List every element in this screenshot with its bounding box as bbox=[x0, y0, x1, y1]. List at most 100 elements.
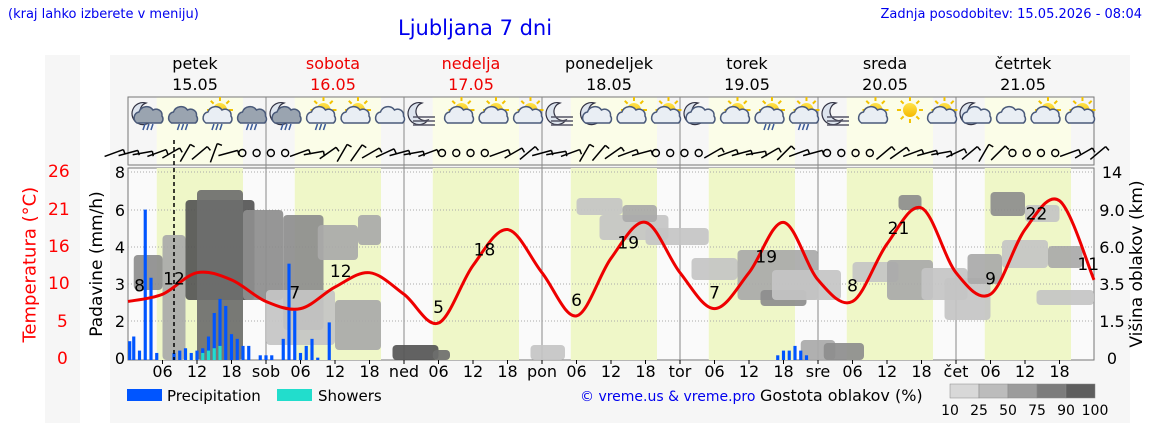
sun-cloud-icon bbox=[512, 97, 544, 124]
temp-tick-0: 0 bbox=[57, 349, 68, 369]
cloud-block bbox=[243, 210, 284, 300]
sun-ray bbox=[915, 100, 920, 105]
precip-bar bbox=[293, 310, 297, 360]
wind-feather bbox=[589, 143, 595, 148]
precip-bar bbox=[172, 352, 176, 360]
sun-ray bbox=[727, 100, 732, 105]
day-date-5: 19.05 bbox=[724, 75, 770, 94]
calm-wind-icon bbox=[665, 148, 675, 158]
daylight-band bbox=[570, 168, 657, 360]
wind-feather bbox=[550, 150, 554, 156]
wind-feather bbox=[361, 144, 367, 149]
cloud-shape bbox=[133, 106, 164, 124]
temp-label: 9 bbox=[985, 269, 996, 289]
location-menu-note[interactable]: (kraj lahko izberete v meniju) bbox=[8, 7, 199, 22]
x-tick-label: 18 bbox=[221, 362, 241, 381]
temp-label: 11 bbox=[1077, 255, 1099, 275]
wind-barb-icon bbox=[519, 145, 540, 161]
sun-ray bbox=[225, 100, 230, 105]
cloud-shape bbox=[719, 106, 751, 124]
wind-shaft bbox=[776, 145, 792, 161]
icon-strip-frame bbox=[127, 96, 1095, 166]
sun-ray bbox=[915, 115, 920, 120]
day-date-4: 18.05 bbox=[586, 75, 632, 94]
rain-drop bbox=[146, 123, 150, 131]
precip-bar bbox=[270, 355, 274, 360]
wind-shaft bbox=[336, 143, 348, 163]
sun-ray bbox=[1053, 100, 1058, 105]
moon-cloud-rain-icon bbox=[269, 102, 302, 131]
cloud-height-tick: 1.5 bbox=[1099, 312, 1124, 331]
cloud-shape bbox=[271, 106, 302, 124]
rain-drop bbox=[322, 123, 327, 131]
wind-shaft bbox=[289, 148, 310, 158]
sun-ray bbox=[348, 100, 353, 105]
wind-feather bbox=[1004, 145, 1010, 150]
sun-cloud-icon bbox=[340, 97, 371, 124]
x-tick-label: 06 bbox=[152, 362, 172, 381]
sun-ray bbox=[762, 100, 767, 105]
wind-shaft bbox=[745, 150, 766, 156]
temperature-axis-panel bbox=[45, 55, 80, 423]
sun-ray bbox=[210, 100, 215, 105]
wind-feather bbox=[521, 147, 526, 153]
rain-drop bbox=[249, 123, 254, 131]
cloud-block bbox=[266, 290, 335, 345]
x-tick-label: 06 bbox=[428, 362, 448, 381]
x-tick-label: 12 bbox=[601, 362, 621, 381]
precip-bar bbox=[298, 352, 303, 360]
wind-feather bbox=[346, 143, 352, 148]
rain-drop bbox=[142, 123, 146, 131]
temp-label: 7 bbox=[709, 284, 720, 304]
wind-barb-icon bbox=[504, 147, 526, 159]
moon-cloud-icon bbox=[959, 102, 992, 126]
moon-shape bbox=[545, 102, 568, 126]
sun-cloud-icon bbox=[857, 97, 889, 124]
rain-drop bbox=[284, 123, 288, 131]
wind-feather bbox=[137, 150, 140, 156]
cloud-shape bbox=[512, 106, 544, 124]
wind-feather bbox=[620, 146, 625, 152]
temp-label: 18 bbox=[474, 241, 496, 261]
icon-daylight-band bbox=[846, 97, 933, 165]
wind-feather bbox=[790, 145, 796, 150]
cloud-shape bbox=[305, 106, 337, 124]
sun-ray bbox=[1072, 100, 1077, 105]
calm-wind-icon bbox=[280, 148, 290, 158]
cloud-block bbox=[392, 345, 439, 360]
wind-barb-icon bbox=[209, 142, 223, 163]
sun-ray bbox=[900, 115, 905, 120]
sun-ray bbox=[812, 100, 817, 105]
sun-cloud-icon bbox=[926, 97, 958, 124]
cloud-block bbox=[622, 205, 657, 222]
wind-barb-icon bbox=[703, 147, 725, 159]
x-tick-label: 12 bbox=[187, 362, 207, 381]
temp-label: 8 bbox=[847, 276, 858, 296]
cloud-height-tick: 14 bbox=[1102, 163, 1122, 182]
wind-feather bbox=[891, 146, 896, 151]
rain-drop bbox=[767, 123, 771, 131]
credit-link[interactable]: © vreme.us & vreme.pro bbox=[580, 389, 755, 405]
moon-fog-icon bbox=[407, 102, 435, 126]
wind-barb-icon bbox=[375, 148, 397, 158]
rain-drop bbox=[771, 123, 775, 131]
x-tick-label: 12 bbox=[325, 362, 345, 381]
temp-label: 19 bbox=[755, 248, 777, 268]
icon-daylight-band bbox=[156, 97, 243, 165]
precip-bar bbox=[793, 345, 797, 360]
wind-feather bbox=[534, 146, 540, 151]
wind-barb-icon bbox=[917, 149, 939, 157]
wind-barb-icon bbox=[990, 145, 1010, 161]
sun-disc bbox=[902, 103, 917, 117]
sun-ray bbox=[624, 100, 629, 105]
calm-wind-icon bbox=[865, 148, 875, 158]
wind-barb-icon bbox=[162, 147, 183, 159]
wind-feather bbox=[335, 146, 340, 152]
sun-ray bbox=[777, 100, 782, 105]
temp-label: 12 bbox=[330, 262, 352, 282]
density-swatch bbox=[949, 383, 980, 399]
rain-drop bbox=[797, 123, 802, 131]
wind-feather bbox=[604, 144, 610, 150]
sun-ray bbox=[674, 100, 679, 105]
precip-bar bbox=[235, 338, 239, 360]
